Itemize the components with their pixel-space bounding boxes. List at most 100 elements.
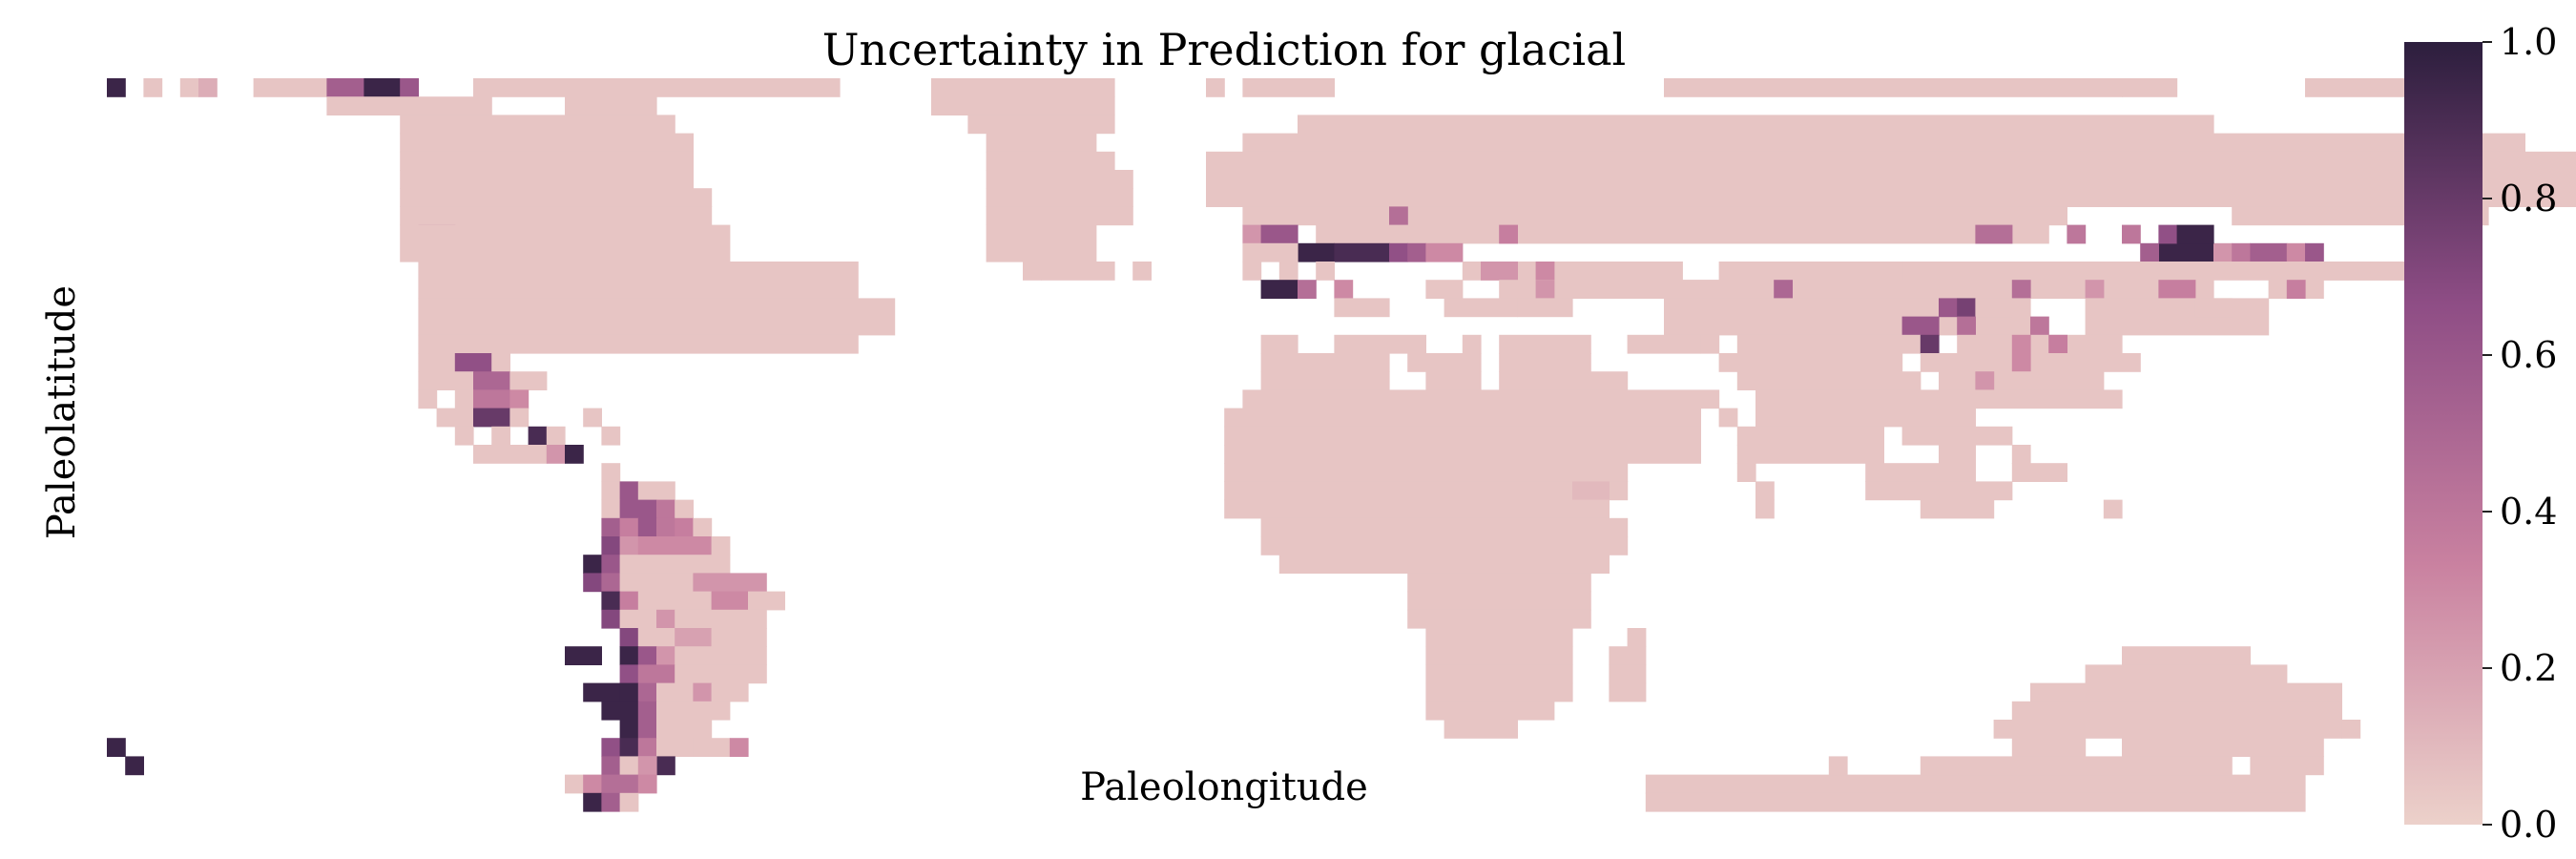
heatmap-cell (1260, 353, 1390, 372)
heatmap-cell (1755, 408, 1976, 428)
colorbar: 0.0 0.2 0.4 0.6 0.8 1.0 (2404, 21, 2557, 846)
heatmap-cell (2030, 316, 2049, 336)
heatmap-cell (693, 573, 767, 593)
heatmap-cell (1755, 499, 1775, 519)
heatmap-cell (601, 756, 621, 776)
heatmap-cell (1242, 262, 1262, 281)
heatmap-cell (2103, 499, 2123, 519)
heatmap-cell (619, 792, 639, 812)
heatmap-cell (326, 78, 364, 97)
heatmap-cell (473, 78, 841, 97)
chart-title: Uncertainty in Prediction for glacial (822, 24, 1626, 75)
heatmap-cell (2122, 646, 2251, 665)
heatmap-cell (1609, 646, 1647, 665)
heatmap-cell (2122, 224, 2141, 244)
heatmap-cell (1627, 334, 1701, 354)
heatmap-cell (1572, 481, 1610, 501)
heatmap-cell (619, 628, 639, 647)
heatmap-cell (1407, 573, 1591, 593)
heatmap-cell (2085, 298, 2270, 336)
heatmap-cell (601, 536, 621, 555)
heatmap-cell (601, 573, 621, 593)
heatmap-cell (1278, 262, 1298, 281)
heatmap-cell (2232, 242, 2251, 262)
heatmap-cell (1865, 481, 2013, 501)
heatmap-cell (637, 628, 675, 647)
heatmap-cell (619, 609, 657, 629)
heatmap-cell (2158, 280, 2196, 299)
heatmap-cell (601, 499, 621, 519)
heatmap-cell (1718, 353, 1903, 372)
heatmap-cell (1957, 298, 1976, 318)
heatmap-cell (656, 499, 675, 519)
heatmap-cell (454, 353, 492, 372)
heatmap-cell (675, 609, 767, 629)
heatmap-cell (1572, 262, 1683, 281)
heatmap-cell (1535, 262, 1555, 281)
heatmap-cell (2286, 242, 2306, 262)
heatmap-cell (2250, 242, 2288, 262)
heatmap-cell (1736, 463, 1756, 482)
heatmap-cell (418, 334, 859, 354)
heatmap-cell (711, 682, 749, 702)
heatmap-cell (1389, 242, 1408, 262)
colorbar-tick-label: 0.0 (2500, 804, 2557, 846)
heatmap-cell (583, 555, 602, 574)
heatmap-cell (1224, 445, 1701, 464)
heatmap-cell (1260, 224, 1298, 244)
heatmap-cell (1242, 133, 2525, 153)
heatmap-cell (601, 774, 639, 794)
heatmap-cell (1957, 334, 2123, 354)
heatmap-cell (1298, 115, 2214, 135)
heatmap-cell (198, 78, 218, 97)
heatmap-cell (1425, 682, 1573, 702)
heatmap-cell (509, 408, 530, 428)
heatmap-cell (1260, 334, 1298, 354)
heatmap-cell (1939, 445, 1976, 464)
heatmap-cell (454, 426, 474, 446)
heatmap-cell (711, 536, 731, 555)
x-axis-label: Paleolongitude (1080, 765, 1368, 809)
heatmap-cell (1334, 334, 1426, 354)
heatmap-cell (1224, 499, 1610, 519)
heatmap-cell (1242, 242, 1298, 262)
colorbar-ticks: 0.0 0.2 0.4 0.6 0.8 1.0 (2483, 21, 2557, 846)
heatmap-cell (1975, 371, 1995, 390)
heatmap-cell (619, 517, 639, 537)
heatmap-cell (565, 646, 602, 665)
heatmap-cell (491, 353, 510, 372)
heatmap-cell (601, 609, 621, 629)
heatmap-cell (1425, 371, 1482, 390)
heatmap-cell (1736, 426, 1884, 446)
heatmap-cell (400, 133, 694, 153)
heatmap-cell (1132, 262, 1152, 281)
heatmap-cell (601, 426, 621, 446)
heatmap-cell (637, 774, 657, 794)
heatmap-cell (601, 555, 621, 574)
heatmap-cell (619, 664, 639, 684)
heatmap-cell (619, 720, 639, 739)
heatmap-cell (656, 738, 694, 757)
heatmap-cell (1260, 371, 1390, 390)
heatmap-cell (1242, 389, 1720, 409)
heatmap-cell (986, 170, 1133, 189)
heatmap-cell (1865, 463, 1976, 482)
heatmap-cell (400, 188, 713, 207)
heatmap-cell (1920, 499, 1995, 519)
heatmap-cell (1609, 682, 1647, 702)
heatmap-cell (637, 481, 675, 501)
heatmap-cell (565, 445, 584, 464)
heatmap-cell (656, 609, 675, 629)
heatmap-cell (1206, 151, 2576, 171)
heatmap-cell (656, 682, 694, 702)
heatmap-cell (1774, 280, 1793, 299)
heatmap-cell (1700, 334, 1720, 354)
heatmap-cell (1316, 224, 2049, 244)
heatmap-cell (1260, 536, 1629, 555)
heatmap-cell (1407, 609, 1591, 629)
heatmap-cell (986, 224, 1097, 262)
heatmap-cell (1499, 353, 1591, 372)
heatmap-cell (1627, 628, 1647, 647)
